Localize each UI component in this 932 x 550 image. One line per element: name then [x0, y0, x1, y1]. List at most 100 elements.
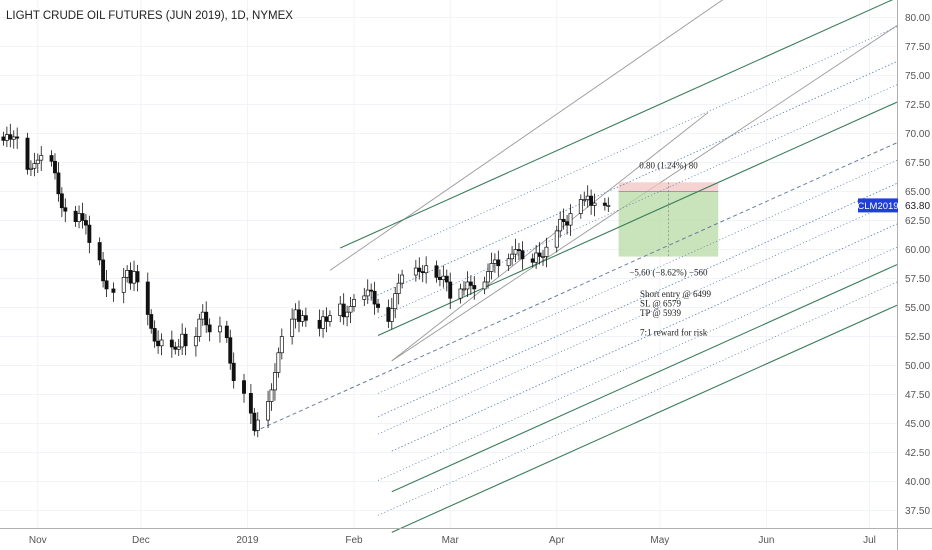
candle [458, 283, 463, 304]
candle-body-up [458, 288, 463, 299]
short-position-tool[interactable]: 0.80 (1.24%) 80 −5.60 (−8.62%) −560 [618, 160, 719, 278]
candle [482, 276, 487, 295]
candle-body-down [173, 346, 178, 350]
candle [135, 264, 140, 292]
channel-dotted-line[interactable] [367, 61, 898, 300]
candle [28, 160, 33, 177]
candle [558, 211, 563, 238]
candle [434, 260, 439, 283]
channel-line[interactable] [391, 304, 898, 533]
candle [541, 249, 545, 266]
candle-body-down [1, 136, 6, 141]
candle-body-up [534, 252, 539, 263]
candle-body-down [53, 160, 57, 174]
symbol-tag [858, 198, 898, 213]
gray-trendline[interactable] [329, 0, 756, 271]
candle [279, 328, 284, 360]
candle-body-up [276, 352, 281, 373]
candle-body-down [169, 339, 174, 348]
channel-dotted-line[interactable] [391, 223, 898, 452]
candle [149, 309, 154, 334]
candle-body-up [492, 259, 497, 264]
candle [345, 305, 350, 327]
candle-body-up [266, 401, 271, 421]
candle-body-up [39, 155, 44, 161]
y-tick-label: 67.50 [905, 158, 930, 169]
channel-dotted-line[interactable] [377, 182, 898, 418]
candle-body-up [462, 288, 466, 291]
channel-line[interactable] [377, 101, 898, 336]
candle-body-down [152, 328, 157, 342]
candle [276, 347, 281, 378]
chart-title: LIGHT CRUDE OIL FUTURES (JUN 2019), 1D, … [6, 10, 293, 22]
candle-body-down [156, 340, 161, 347]
candle [56, 162, 61, 202]
candle-body-up [578, 199, 583, 214]
candle-body-down [517, 249, 521, 252]
candle-body-down [386, 307, 391, 322]
regression-channel[interactable] [254, 0, 898, 533]
candle-body-down [80, 213, 85, 221]
candle-body-down [104, 280, 109, 290]
candle-body-down [376, 303, 380, 308]
candle [32, 152, 37, 177]
candle [496, 250, 501, 277]
candle-body-up [413, 267, 418, 276]
candle [242, 374, 246, 403]
candle [111, 282, 116, 302]
candle-body-up [365, 289, 370, 297]
candle [468, 275, 473, 295]
candle [169, 330, 174, 358]
candle-body-up [293, 309, 298, 320]
channel-line[interactable] [340, 0, 897, 249]
candle-body-up [558, 218, 563, 232]
candle [83, 213, 88, 235]
candle [49, 150, 54, 167]
y-tick-label: 70.00 [905, 129, 930, 140]
candle [372, 281, 377, 315]
candle-body-down [530, 258, 535, 263]
annotation-line: TP @ 5939 [640, 308, 681, 318]
candle [290, 308, 295, 345]
channel-line[interactable] [391, 264, 898, 493]
candle [348, 296, 353, 323]
candle-body-up [389, 308, 394, 322]
x-tick-label: Mar [442, 535, 460, 546]
y-tick-label: 80.00 [905, 13, 930, 24]
candle [554, 225, 559, 253]
candle-body-up [77, 213, 81, 222]
candle-body-up [121, 276, 126, 293]
gray-trendline[interactable] [391, 112, 709, 362]
candle-body-up [482, 281, 487, 290]
candle-body-down [87, 224, 92, 243]
candle-body-up [606, 205, 611, 207]
candle-body-up [176, 346, 181, 350]
candle [462, 280, 466, 296]
candle [537, 242, 542, 265]
candle [389, 297, 394, 330]
candle-body-down [303, 315, 308, 321]
candle-body-down [589, 195, 594, 206]
candle-body-down [248, 393, 253, 414]
candle-body-down [434, 265, 439, 278]
candle [183, 327, 188, 356]
candle-body-up [125, 270, 130, 278]
candle-body-down [15, 136, 20, 139]
channel-median-line[interactable] [254, 142, 898, 433]
candle-body-up [592, 202, 597, 206]
candle-body-down [224, 325, 229, 339]
candle-body-down [448, 281, 453, 299]
candle [561, 208, 566, 230]
candle [269, 383, 274, 411]
candle-body-down [183, 333, 188, 347]
candle [228, 329, 233, 370]
candle-body-down [63, 207, 68, 212]
candle-body-up [28, 167, 33, 170]
candles [1, 123, 611, 438]
candle [101, 251, 106, 288]
candle-body-down [204, 311, 209, 326]
candle-body-down [135, 271, 140, 283]
candle-body-down [97, 242, 102, 261]
